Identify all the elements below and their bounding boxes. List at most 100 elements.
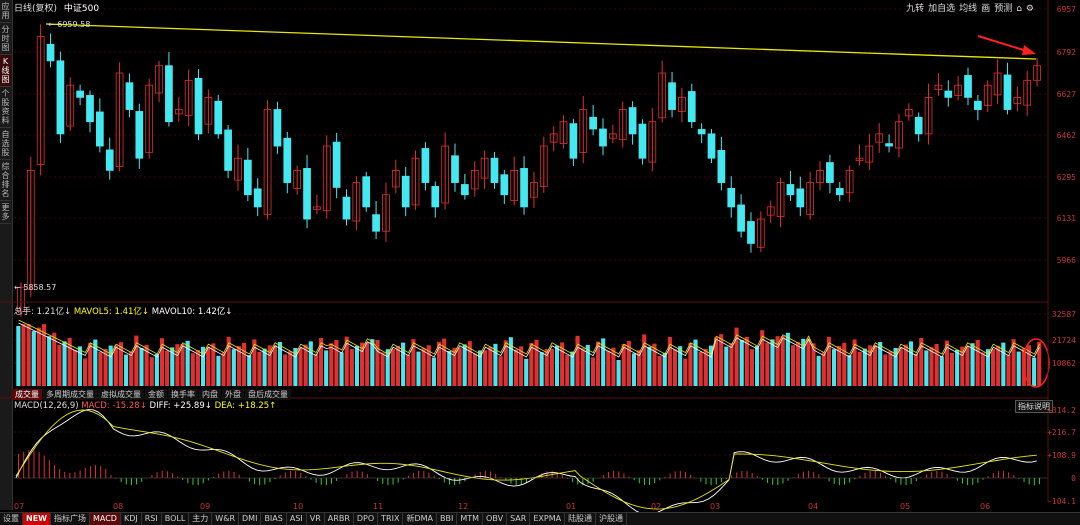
volume-axis-label: 21724 (1051, 336, 1076, 345)
indicator-tab-5[interactable]: RSI (142, 513, 162, 525)
sidebar-item-0[interactable]: 应用 (0, 0, 11, 23)
volume-bar (970, 343, 975, 386)
volume-bar (857, 351, 862, 386)
sidebar-item-6[interactable]: 更多 (0, 201, 11, 224)
month-label: 06 (980, 502, 991, 511)
indicator-tab-19[interactable]: OBV (483, 513, 508, 525)
volume-bar (544, 349, 549, 386)
volume-bar (77, 346, 82, 386)
volume-bar (554, 345, 560, 386)
volume-bar (247, 355, 252, 386)
candle-body (194, 77, 203, 135)
volume-tab-0[interactable]: 成交量 (12, 389, 42, 400)
volume-bar (765, 342, 770, 386)
volume-tab-7[interactable]: 盘后成交量 (245, 389, 291, 400)
volume-bar (375, 340, 380, 386)
volume-bar (442, 338, 447, 386)
period-label[interactable]: 日线(复权) (14, 4, 58, 14)
sidebar-item-2[interactable]: K线图 (0, 55, 11, 87)
candle-body (924, 96, 933, 135)
indicator-tab-16[interactable]: 新DMA (403, 513, 437, 525)
volume-tab-3[interactable]: 金额 (145, 389, 167, 400)
price-axis-label: 5966 (1056, 256, 1076, 265)
toolbar-item-4[interactable]: 预测 (994, 4, 1013, 14)
price-axis-label: 6792 (1056, 48, 1076, 57)
volume-bar (31, 331, 36, 386)
volume-bar (503, 340, 508, 386)
sidebar-item-4[interactable]: 自选股 (0, 128, 11, 160)
mavol5: MAVOL5: 1.41亿↓ (73, 307, 150, 317)
volume-bar (93, 339, 98, 386)
volume-bar (165, 350, 170, 386)
month-label: 03 (710, 502, 721, 511)
volume-bar (226, 336, 231, 386)
indicator-tab-22[interactable]: 陆股通 (565, 513, 597, 525)
indicator-tab-18[interactable]: MTM (457, 513, 484, 525)
indicator-tab-10[interactable]: BIAS (261, 513, 287, 525)
volume-tab-4[interactable]: 换手率 (168, 389, 198, 400)
indicator-tab-6[interactable]: BOLL (162, 513, 190, 525)
indicator-tab-13[interactable]: ARBR (325, 513, 354, 525)
volume-bar (1037, 341, 1042, 386)
candle-body (382, 194, 390, 232)
volume-bar (683, 358, 688, 386)
gear-icon[interactable]: ⚙ (1025, 4, 1034, 14)
volume-bar (975, 340, 980, 386)
sidebar-item-1[interactable]: 分时图 (0, 23, 11, 55)
volume-bar (82, 358, 88, 386)
indicator-tab-7[interactable]: 主力 (189, 513, 213, 525)
volume-tab-6[interactable]: 外盘 (222, 389, 244, 400)
indicator-tab-23[interactable]: 沪股通 (596, 513, 628, 525)
volume-bar (221, 352, 226, 386)
volume-bar (703, 348, 708, 386)
volume-bar (524, 358, 529, 386)
indicator-tab-4[interactable]: KDJ (121, 513, 142, 525)
candle-body (431, 186, 440, 208)
sidebar-item-5[interactable]: 综合排名 (0, 160, 11, 201)
volume-bar (313, 353, 318, 386)
candle-body (678, 96, 686, 112)
volume-bar (801, 338, 806, 386)
indicator-tab-9[interactable]: DMI (239, 513, 262, 525)
toolbar-item-3[interactable]: 画 (981, 4, 991, 14)
candle-body (214, 100, 223, 135)
volume-bar (344, 336, 349, 386)
indicator-tab-21[interactable]: EXPMA (530, 513, 566, 525)
candle-body (885, 143, 893, 147)
candle-body (372, 214, 380, 232)
volume-bar (513, 349, 519, 386)
chart-toolbar: 九转 加自选 均线画预测 ⌂ ⚙ (902, 1, 1034, 14)
volume-bar (996, 345, 1001, 386)
candle-body (411, 157, 420, 206)
volume-tab-2[interactable]: 虚拟成交量 (98, 389, 144, 400)
volume-bar (985, 349, 990, 386)
indicator-tab-12[interactable]: VR (307, 513, 325, 525)
month-label: 01 (566, 502, 577, 511)
volume-tab-1[interactable]: 多周期成交量 (43, 389, 97, 400)
indicator-explain-button[interactable]: 指标说明 (1015, 400, 1053, 413)
volume-bar (672, 349, 678, 386)
candle-body (461, 184, 469, 196)
lock-icon[interactable]: ⌂ (1016, 4, 1022, 14)
indicator-tab-17[interactable]: BBI (437, 513, 458, 525)
toolbar-item-2[interactable]: 均线 (959, 4, 978, 14)
indicator-tab-0[interactable]: 设置 (0, 513, 23, 525)
toolbar-item-0[interactable]: 九转 (906, 4, 925, 14)
volume-bar (821, 352, 826, 386)
volume-bar (883, 354, 888, 386)
indicator-tab-1[interactable]: NEW (23, 513, 51, 525)
indicator-tab-2[interactable]: 指标广场 (51, 513, 90, 525)
indicator-tab-14[interactable]: DPO (354, 513, 379, 525)
toolbar-item-1[interactable]: 加自选 (928, 4, 956, 14)
volume-tab-5[interactable]: 内盘 (199, 389, 221, 400)
indicator-tab-11[interactable]: ASI (287, 513, 307, 525)
indicator-tab-20[interactable]: SAR (507, 513, 531, 525)
indicator-tab-8[interactable]: W&R (212, 513, 240, 525)
volume-bar (667, 337, 672, 386)
indicator-tab-3[interactable]: MACD (89, 513, 121, 525)
sidebar-item-3[interactable]: 个股资料 (0, 87, 11, 128)
volume-bar (755, 346, 760, 386)
volume-bar (52, 332, 57, 386)
macd-axis-label: +216.7 (1047, 428, 1076, 437)
indicator-tab-15[interactable]: TRIX (378, 513, 404, 525)
